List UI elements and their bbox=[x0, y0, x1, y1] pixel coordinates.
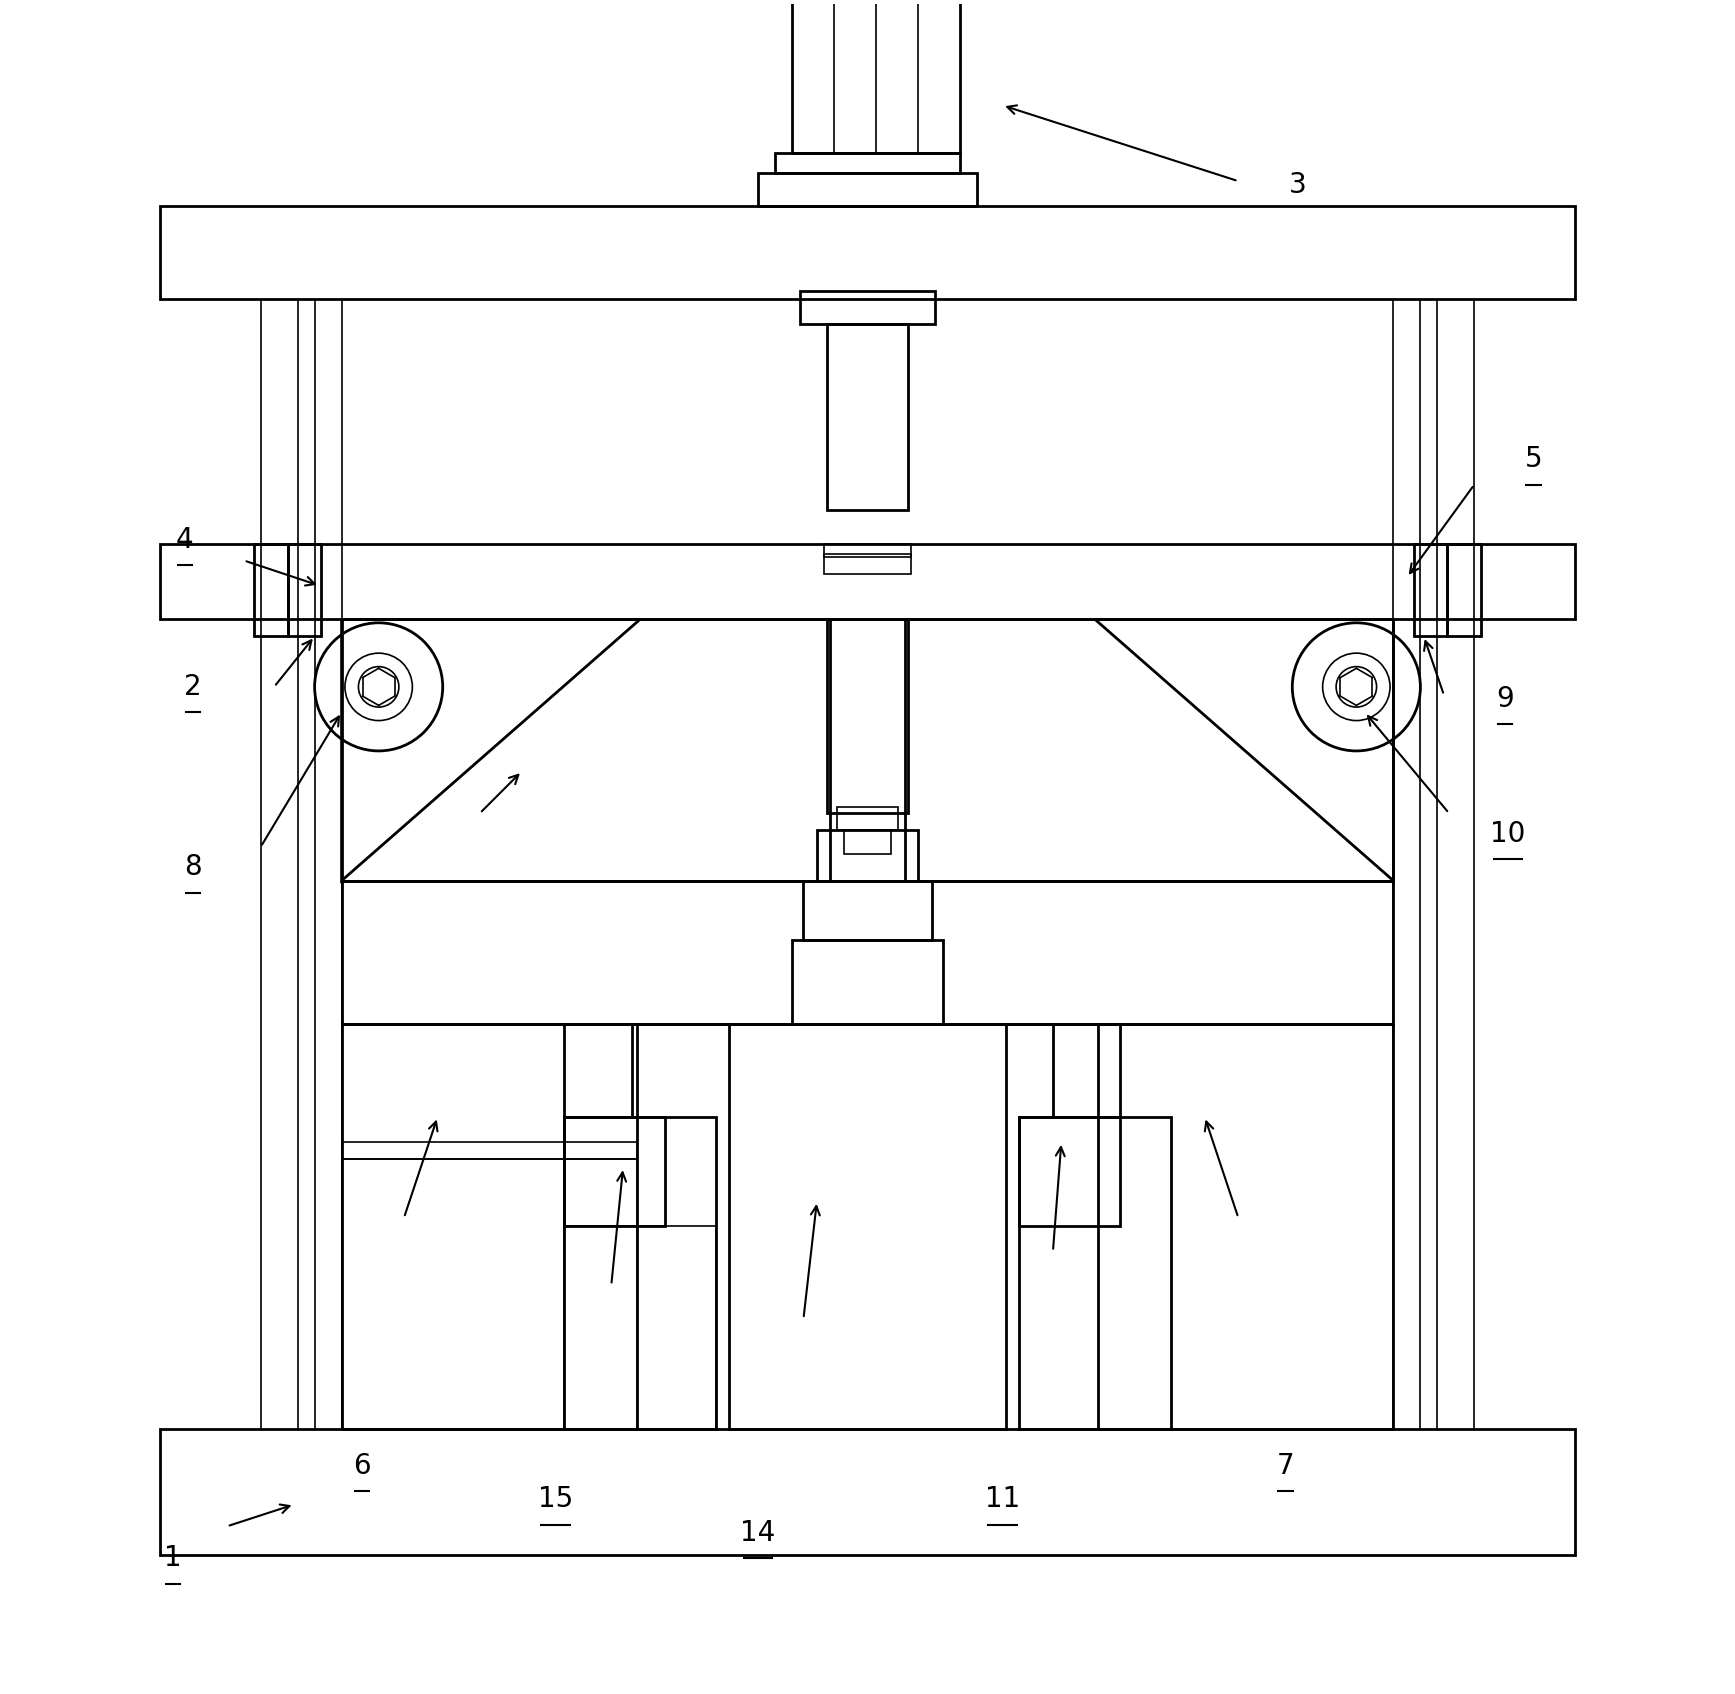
Text: 7: 7 bbox=[1277, 1452, 1294, 1479]
Bar bbox=[1053, 1023, 1121, 1116]
Bar bbox=[791, 940, 944, 1023]
Bar bbox=[904, 620, 1393, 881]
Bar bbox=[838, 806, 897, 830]
Text: 9: 9 bbox=[1496, 684, 1513, 713]
Bar bbox=[160, 544, 1575, 620]
Text: 15: 15 bbox=[538, 1486, 573, 1513]
Bar bbox=[817, 830, 918, 881]
Bar bbox=[791, 0, 959, 152]
Text: 1: 1 bbox=[165, 1545, 182, 1572]
Bar bbox=[564, 1226, 717, 1428]
Bar bbox=[160, 207, 1575, 300]
Bar bbox=[342, 1159, 637, 1428]
Text: 5: 5 bbox=[1525, 446, 1542, 473]
Bar bbox=[564, 1116, 665, 1226]
Bar bbox=[776, 152, 959, 173]
Bar bbox=[1098, 1023, 1393, 1428]
Bar bbox=[160, 1428, 1575, 1555]
Bar bbox=[1018, 1116, 1171, 1428]
Text: 11: 11 bbox=[985, 1486, 1020, 1513]
Bar bbox=[828, 325, 907, 510]
Text: 8: 8 bbox=[184, 854, 201, 881]
Text: 4: 4 bbox=[175, 527, 194, 554]
Bar bbox=[342, 1142, 637, 1159]
Bar bbox=[1018, 1116, 1121, 1226]
Bar bbox=[342, 881, 1393, 1023]
Bar bbox=[1447, 544, 1482, 637]
Bar bbox=[803, 881, 932, 940]
Bar bbox=[288, 544, 321, 637]
Bar bbox=[342, 620, 831, 881]
Text: 10: 10 bbox=[1490, 820, 1525, 847]
Bar bbox=[824, 554, 911, 574]
Bar bbox=[253, 544, 288, 637]
Bar bbox=[758, 173, 977, 207]
Bar bbox=[828, 620, 907, 813]
Text: 3: 3 bbox=[1289, 171, 1306, 198]
Bar bbox=[342, 1023, 637, 1428]
Text: 2: 2 bbox=[184, 673, 201, 701]
Bar bbox=[843, 830, 892, 854]
Bar bbox=[1414, 544, 1447, 637]
Bar bbox=[564, 1116, 717, 1428]
Bar bbox=[564, 1023, 632, 1116]
Bar bbox=[800, 291, 935, 325]
Bar bbox=[729, 1023, 1006, 1428]
Bar bbox=[824, 544, 911, 557]
Text: 14: 14 bbox=[741, 1520, 776, 1547]
Text: 6: 6 bbox=[352, 1452, 371, 1479]
